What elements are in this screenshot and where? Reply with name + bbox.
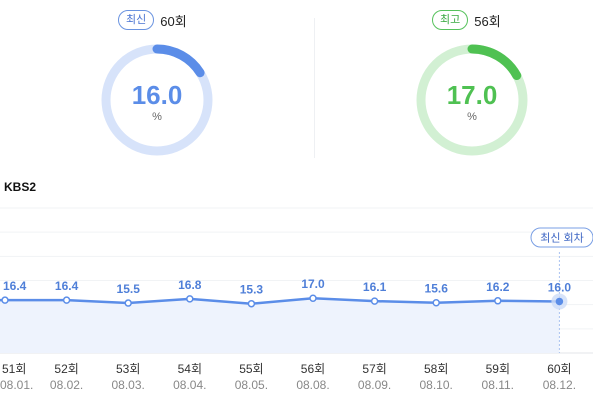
x-tick-episode: 52회 xyxy=(54,362,78,376)
data-point[interactable] xyxy=(309,294,317,302)
data-point[interactable] xyxy=(1,296,9,304)
best-donut-ring xyxy=(416,44,528,156)
data-label: 16.1 xyxy=(363,280,387,294)
latest-unit: % xyxy=(152,111,162,123)
data-label: 16.4 xyxy=(55,279,79,293)
latest-donut-arc xyxy=(101,44,213,156)
data-point[interactable] xyxy=(186,295,194,303)
latest-rating-panel: 최신 60회 16.0 % xyxy=(0,0,314,160)
best-value: 17.0 xyxy=(446,80,498,110)
data-point[interactable] xyxy=(370,297,379,305)
chart-title: KBS2 xyxy=(4,180,37,194)
x-tick-date: 08.05. xyxy=(235,378,268,392)
best-badge: 최고 xyxy=(432,10,469,30)
x-tick-episode: 57회 xyxy=(362,362,386,376)
x-tick-date: 08.02. xyxy=(50,378,83,392)
x-tick-date: 08.01. xyxy=(0,378,33,392)
data-point[interactable] xyxy=(555,297,564,306)
best-unit: % xyxy=(467,111,477,123)
data-label: 16.8 xyxy=(178,278,202,292)
x-tick-date: 08.03. xyxy=(112,378,145,392)
x-tick-episode: 54회 xyxy=(178,362,202,376)
data-point[interactable] xyxy=(432,298,440,307)
data-label: 16.2 xyxy=(486,280,510,294)
x-tick-episode: 59회 xyxy=(486,362,510,376)
x-tick-episode: 51회 xyxy=(2,362,26,376)
latest-tag: 최신 회차 xyxy=(530,227,593,248)
x-axis-labels: 51회 08.01. 52회 08.02. 53회 08.03. 54회 08.04. 55회 0… xyxy=(0,362,576,392)
latest-episode: 60회 xyxy=(160,13,187,29)
data-point[interactable] xyxy=(247,299,256,308)
x-tick-date: 08.04. xyxy=(173,378,206,392)
latest-donut: 16.0 % xyxy=(97,40,217,160)
data-point[interactable] xyxy=(62,296,71,304)
data-label: 15.5 xyxy=(117,282,141,296)
data-point[interactable] xyxy=(124,299,132,307)
x-tick-date: 08.12. xyxy=(543,378,576,392)
latest-donut-ring xyxy=(101,44,213,156)
best-rating-panel: 최고 56회 17.0 % xyxy=(316,0,593,160)
best-donut-arc xyxy=(416,44,528,156)
best-episode: 56회 xyxy=(474,13,501,29)
x-tick-date: 08.09. xyxy=(358,378,391,392)
series-area xyxy=(0,298,560,353)
latest-value: 16.0 xyxy=(131,80,183,110)
data-label: 16.0 xyxy=(548,280,572,294)
x-tick-date: 08.08. xyxy=(296,378,329,392)
x-tick-episode: 55회 xyxy=(239,362,263,376)
x-tick-episode: 58회 xyxy=(424,362,448,376)
data-label: 17.0 xyxy=(301,277,325,291)
data-label: 15.6 xyxy=(425,282,449,296)
data-label: 16.4 xyxy=(3,279,27,293)
latest-badge-row: 최신 60회 xyxy=(118,10,187,30)
latest-tag-label: 최신 회차 xyxy=(540,232,584,245)
series-points: 16.4 16.4 15.5 16.8 15.3 17.0 16.1 15.6 16.2 16.0 xyxy=(1,277,572,310)
x-tick-date: 08.10. xyxy=(420,378,453,392)
latest-tag-bubble xyxy=(530,227,593,248)
data-label: 15.3 xyxy=(240,283,264,297)
latest-badge: 최신 xyxy=(118,10,155,30)
best-donut: 17.0 % xyxy=(412,40,532,160)
data-point[interactable] xyxy=(494,297,502,305)
rating-trend-chart: 16.4 16.4 15.5 16.8 15.3 17.0 16.1 15.6 16.2 16.0… xyxy=(0,207,593,392)
x-tick-date: 08.11. xyxy=(482,378,514,392)
x-tick-episode: 56회 xyxy=(301,362,325,376)
best-badge-row: 최고 56회 xyxy=(432,10,501,30)
x-tick-episode: 53회 xyxy=(116,362,140,376)
x-tick-episode: 60회 xyxy=(547,362,571,376)
panel-divider xyxy=(314,18,315,158)
